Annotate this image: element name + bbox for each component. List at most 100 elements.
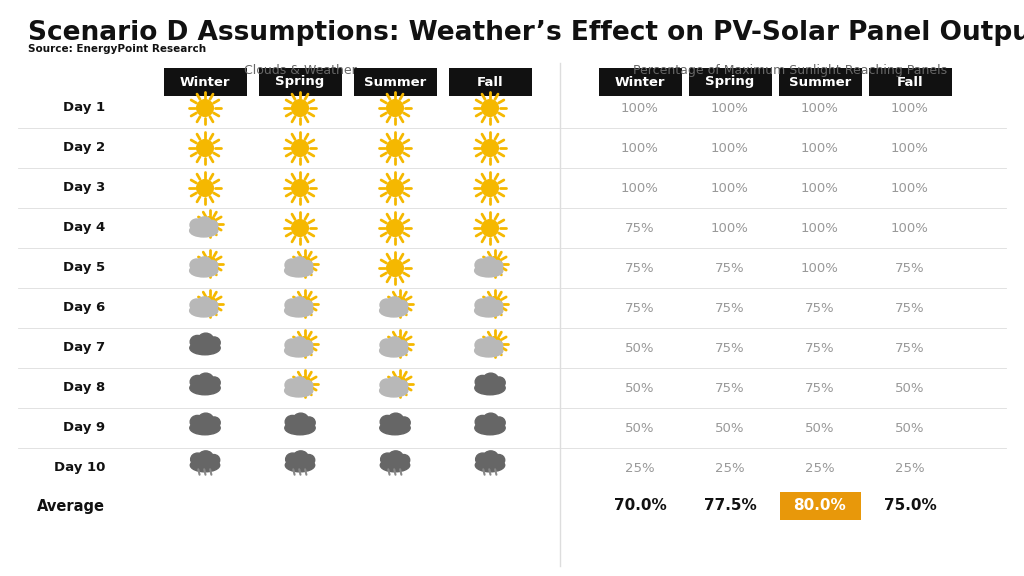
Ellipse shape (285, 304, 312, 317)
Circle shape (298, 257, 311, 270)
Text: 50%: 50% (805, 422, 835, 434)
Ellipse shape (286, 458, 314, 472)
Ellipse shape (492, 340, 503, 351)
Ellipse shape (483, 373, 499, 386)
Text: Source: EnergyPoint Research: Source: EnergyPoint Research (28, 44, 206, 54)
Text: 50%: 50% (626, 381, 654, 395)
Ellipse shape (387, 377, 401, 389)
Circle shape (298, 377, 311, 391)
Ellipse shape (398, 417, 411, 429)
Ellipse shape (475, 458, 505, 472)
Ellipse shape (475, 299, 488, 311)
Ellipse shape (190, 458, 220, 472)
Ellipse shape (303, 454, 314, 465)
Ellipse shape (301, 340, 312, 351)
Ellipse shape (475, 264, 503, 277)
Text: 100%: 100% (711, 142, 749, 154)
Ellipse shape (475, 339, 488, 351)
Ellipse shape (285, 384, 312, 397)
Circle shape (387, 219, 403, 236)
Text: Average: Average (37, 498, 105, 513)
Ellipse shape (482, 337, 497, 349)
Text: 75.0%: 75.0% (884, 498, 936, 513)
Text: 75%: 75% (805, 381, 835, 395)
Text: Day 9: Day 9 (62, 422, 105, 434)
Ellipse shape (303, 417, 315, 429)
Ellipse shape (285, 264, 312, 277)
Text: 50%: 50% (626, 342, 654, 354)
Text: 75%: 75% (626, 262, 654, 275)
Text: 75%: 75% (715, 342, 744, 354)
Ellipse shape (301, 260, 312, 271)
Text: Spring: Spring (706, 75, 755, 89)
Text: Percentage of Maximum Sunlight Reaching Panels: Percentage of Maximum Sunlight Reaching … (633, 64, 947, 77)
FancyBboxPatch shape (778, 68, 861, 96)
Circle shape (488, 297, 502, 310)
Text: Summer: Summer (364, 75, 426, 89)
Text: Spring: Spring (275, 75, 325, 89)
Ellipse shape (293, 413, 308, 426)
Ellipse shape (189, 304, 218, 317)
Circle shape (203, 217, 217, 230)
Circle shape (197, 140, 213, 156)
Ellipse shape (482, 257, 497, 269)
Ellipse shape (199, 333, 213, 346)
Ellipse shape (293, 377, 306, 389)
Circle shape (488, 257, 502, 270)
Text: 75%: 75% (895, 301, 925, 314)
Circle shape (488, 337, 502, 350)
Text: Summer: Summer (788, 75, 851, 89)
Text: 75%: 75% (895, 342, 925, 354)
Ellipse shape (492, 301, 503, 311)
Ellipse shape (493, 417, 505, 429)
Text: Day 8: Day 8 (62, 381, 105, 395)
Text: 100%: 100% (711, 222, 749, 234)
Ellipse shape (475, 344, 503, 357)
Ellipse shape (380, 379, 393, 391)
Ellipse shape (475, 421, 505, 435)
Text: Day 3: Day 3 (62, 181, 105, 195)
Ellipse shape (189, 224, 218, 237)
Text: 100%: 100% (891, 142, 929, 154)
Ellipse shape (190, 299, 204, 311)
Circle shape (197, 100, 213, 116)
Ellipse shape (190, 376, 205, 388)
Circle shape (481, 219, 499, 236)
Ellipse shape (380, 458, 410, 472)
Ellipse shape (285, 421, 315, 435)
Ellipse shape (396, 340, 408, 351)
Ellipse shape (189, 264, 218, 277)
Circle shape (292, 219, 308, 236)
Ellipse shape (198, 297, 212, 309)
Text: 75%: 75% (805, 301, 835, 314)
Circle shape (481, 140, 499, 156)
Text: 70.0%: 70.0% (613, 498, 667, 513)
Text: 50%: 50% (715, 422, 744, 434)
Text: Day 10: Day 10 (53, 461, 105, 475)
Text: 100%: 100% (622, 142, 658, 154)
Ellipse shape (285, 339, 298, 351)
FancyBboxPatch shape (258, 68, 341, 96)
Text: 100%: 100% (711, 101, 749, 115)
Text: Day 1: Day 1 (62, 101, 105, 115)
Circle shape (393, 297, 407, 310)
Ellipse shape (301, 380, 312, 391)
FancyBboxPatch shape (868, 68, 951, 96)
Text: 75%: 75% (715, 262, 744, 275)
Text: Day 7: Day 7 (62, 342, 105, 354)
Ellipse shape (199, 413, 213, 426)
Text: Day 5: Day 5 (62, 262, 105, 275)
Circle shape (203, 257, 217, 270)
Circle shape (393, 377, 407, 391)
Ellipse shape (483, 413, 499, 426)
Text: Winter: Winter (180, 75, 230, 89)
Ellipse shape (482, 297, 497, 309)
Text: 80.0%: 80.0% (794, 498, 847, 513)
Text: 50%: 50% (626, 422, 654, 434)
FancyBboxPatch shape (779, 492, 860, 520)
Ellipse shape (293, 257, 306, 269)
Ellipse shape (285, 415, 300, 429)
Ellipse shape (381, 453, 394, 465)
Text: 50%: 50% (895, 381, 925, 395)
Text: Winter: Winter (614, 75, 666, 89)
